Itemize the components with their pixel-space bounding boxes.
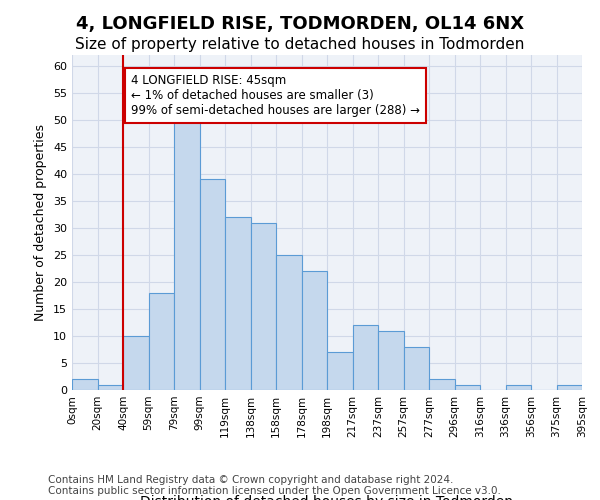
Bar (199, 180, 225, 390)
Bar (327, 352, 353, 390)
Bar (302, 271, 327, 390)
Text: Size of property relative to detached houses in Todmorden: Size of property relative to detached ho… (76, 38, 524, 52)
Bar (429, 379, 455, 390)
Bar (174, 120, 199, 390)
Text: 4, LONGFIELD RISE, TODMORDEN, OL14 6NX: 4, LONGFIELD RISE, TODMORDEN, OL14 6NX (76, 15, 524, 33)
Bar (353, 325, 378, 390)
Bar (505, 384, 531, 390)
Bar (378, 330, 404, 390)
Bar (97, 384, 123, 390)
Text: Contains public sector information licensed under the Open Government Licence v3: Contains public sector information licen… (48, 486, 501, 496)
Text: 4 LONGFIELD RISE: 45sqm
← 1% of detached houses are smaller (3)
99% of semi-deta: 4 LONGFIELD RISE: 45sqm ← 1% of detached… (131, 74, 419, 117)
Bar (149, 292, 174, 390)
Bar (225, 217, 251, 390)
Bar (557, 384, 582, 390)
Text: Contains HM Land Registry data © Crown copyright and database right 2024.: Contains HM Land Registry data © Crown c… (48, 475, 454, 485)
Y-axis label: Number of detached properties: Number of detached properties (34, 124, 47, 321)
Bar (251, 222, 276, 390)
X-axis label: Distribution of detached houses by size in Todmorden: Distribution of detached houses by size … (140, 496, 514, 500)
Bar (276, 255, 302, 390)
Bar (123, 336, 149, 390)
Bar (404, 347, 429, 390)
Bar (455, 384, 480, 390)
Bar (72, 379, 97, 390)
